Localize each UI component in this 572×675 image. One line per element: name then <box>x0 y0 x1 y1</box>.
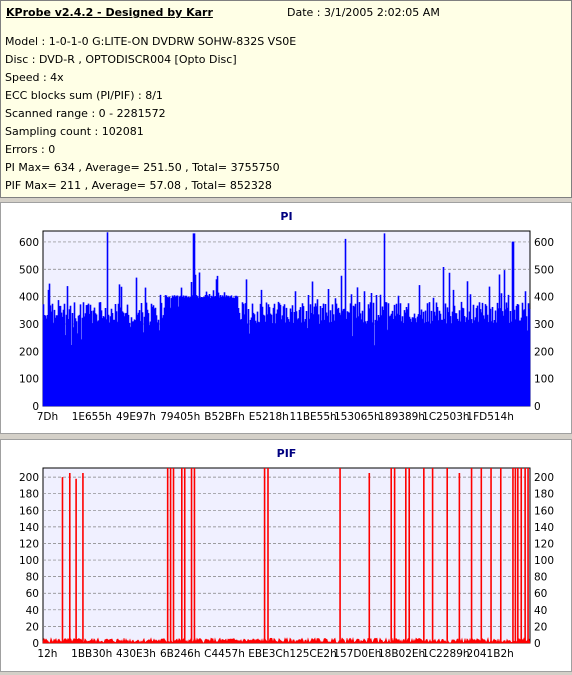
pif-plot-area <box>42 467 531 644</box>
pif-xtick: 125CE2h <box>289 648 336 660</box>
pif-ytick-right: 20 <box>534 621 547 633</box>
errors-line: Errors : 0 <box>5 143 56 156</box>
pif-xtick: 157D0Eh <box>333 648 381 660</box>
pi-ytick-left: 0 <box>32 401 39 413</box>
sampling-line: Sampling count : 102081 <box>5 125 144 138</box>
pif-xtick: 1C2289h <box>422 648 469 660</box>
pif-ytick-left: 40 <box>26 605 39 617</box>
pi-chart-title: PI <box>280 210 292 223</box>
pif-xtick: 18B02Eh <box>378 648 425 660</box>
pif-ytick-left: 60 <box>26 588 39 600</box>
speed-line: Speed : 4x <box>5 71 64 84</box>
pi-ytick-right: 0 <box>534 401 541 413</box>
pi-series-area <box>42 232 531 407</box>
pif-ytick-left: 180 <box>19 489 39 501</box>
pif-xtick: 430E3h <box>116 648 156 660</box>
pif-ytick-right: 120 <box>534 538 554 550</box>
pif-xtick: C4457h <box>204 648 245 660</box>
pi-ytick-left: 100 <box>19 374 39 386</box>
pi-xtick: E5218h <box>249 411 289 423</box>
pi-xtick: 153065h <box>334 411 381 423</box>
pif-ytick-right: 40 <box>534 605 547 617</box>
app-title: KProbe v2.4.2 - Designed by Karr <box>6 6 213 19</box>
scan-date: Date : 3/1/2005 2:02:05 AM <box>287 6 440 19</box>
info-panel: KProbe v2.4.2 - Designed by Karr Date : … <box>0 0 572 198</box>
pi-xtick: 49E97h <box>116 411 156 423</box>
pi-xtick: 11BE55h <box>289 411 336 423</box>
pi-xtick: 189389h <box>378 411 425 423</box>
pif-xtick: EBE3Ch <box>248 648 289 660</box>
pif-ytick-right: 200 <box>534 472 554 484</box>
pif-ytick-right: 160 <box>534 505 554 517</box>
range-line: Scanned range : 0 - 2281572 <box>5 107 166 120</box>
pi-chart-panel: PI 0 0 100 100 200 200 300 300 400 400 500 500 600 600… <box>0 202 572 434</box>
ecc-line: ECC blocks sum (PI/PIF) : 8/1 <box>5 89 163 102</box>
pif-chart: PIF 0 0 20 20 40 40 60 60 80 80 100 100 120 120 140 140 1… <box>19 447 554 660</box>
pi-ytick-left: 600 <box>19 237 39 249</box>
pif-ytick-left: 140 <box>19 522 39 534</box>
pif-ytick-right: 100 <box>534 555 554 567</box>
pif-ytick-left: 200 <box>19 472 39 484</box>
pif-ytick-right: 0 <box>534 638 541 650</box>
pi-ytick-left: 300 <box>19 319 39 331</box>
pif-ytick-right: 180 <box>534 489 554 501</box>
pi-xtick: B52BFh <box>204 411 244 423</box>
pif-ytick-left: 80 <box>26 572 39 584</box>
pi-ytick-right: 300 <box>534 319 554 331</box>
pif-chart-panel: PIF 0 0 20 20 40 40 60 60 80 80 100 100 120 120 140 140 1… <box>0 439 572 672</box>
pi-ytick-right: 200 <box>534 346 554 358</box>
pif-ytick-left: 160 <box>19 505 39 517</box>
pif-stats-line: PIF Max= 211 , Average= 57.08 , Total= 8… <box>5 179 272 192</box>
pi-chart: PI 0 0 100 100 200 200 300 300 400 400 500 500 600 600… <box>19 210 554 423</box>
pif-xtick: 6B246h <box>160 648 201 660</box>
pif-ytick-left: 120 <box>19 538 39 550</box>
pi-xtick: 1C2503h <box>422 411 469 423</box>
pi-ytick-left: 400 <box>19 292 39 304</box>
disc-line: Disc : DVD-R , OPTODISCR004 [Opto Disc] <box>5 53 237 66</box>
pif-ytick-left: 20 <box>26 621 39 633</box>
pi-ytick-right: 100 <box>534 374 554 386</box>
pi-ytick-left: 500 <box>19 264 39 276</box>
pif-xtick: 1BB30h <box>71 648 112 660</box>
pif-ytick-right: 140 <box>534 522 554 534</box>
pi-xtick: 1FD514h <box>466 411 514 423</box>
pi-ytick-right: 500 <box>534 264 554 276</box>
pif-ytick-left: 100 <box>19 555 39 567</box>
pi-ytick-left: 200 <box>19 346 39 358</box>
pif-ytick-left: 0 <box>32 638 39 650</box>
pif-xtick: 12h <box>37 648 57 660</box>
pif-noise-area <box>42 637 531 645</box>
pi-xtick: 7Dh <box>37 411 58 423</box>
pi-ytick-right: 400 <box>534 292 554 304</box>
pif-ytick-right: 60 <box>534 588 547 600</box>
pif-chart-title: PIF <box>277 447 297 460</box>
pif-xtick: 2041B2h <box>467 648 514 660</box>
pi-ytick-right: 600 <box>534 237 554 249</box>
pif-ytick-right: 80 <box>534 572 547 584</box>
pi-xtick: 79405h <box>160 411 200 423</box>
pi-xtick: 1E655h <box>72 411 112 423</box>
pi-stats-line: PI Max= 634 , Average= 251.50 , Total= 3… <box>5 161 280 174</box>
model-line: Model : 1-0-1-0 G:LITE-ON DVDRW SOHW-832… <box>5 35 297 48</box>
